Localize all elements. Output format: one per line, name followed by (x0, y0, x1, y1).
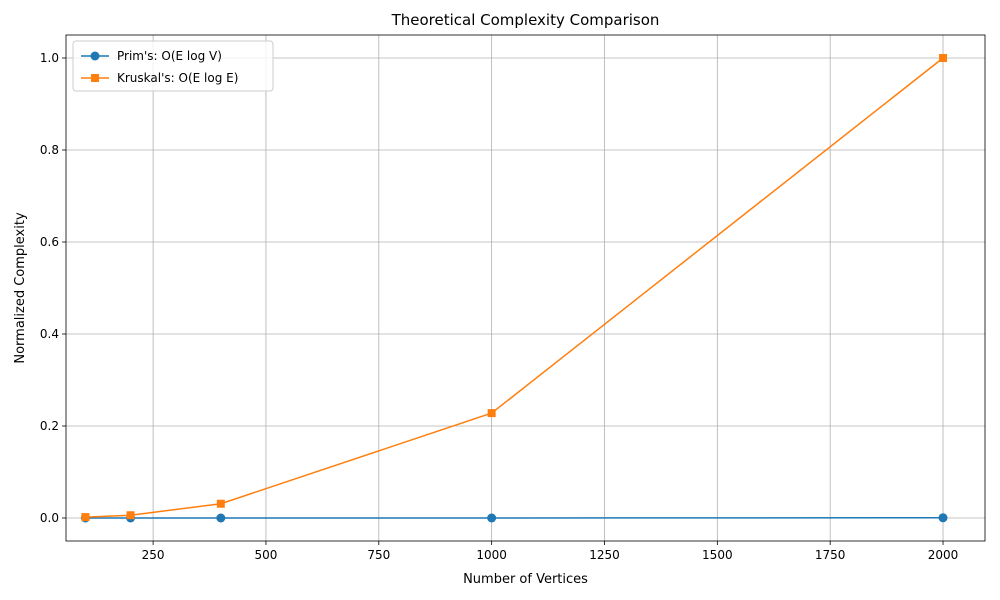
plot-frame (65, 34, 986, 542)
data-point-circle (487, 513, 497, 523)
y-tick-label: 0.8 (40, 143, 59, 157)
x-tick-label: 1750 (815, 548, 846, 562)
series-layer (80, 54, 948, 523)
data-point-circle (938, 513, 948, 523)
data-point-square (81, 513, 90, 522)
y-axis-label: Normalized Complexity (13, 212, 28, 364)
ticks: 250 500 750 1000 1250 1500 1750 2000 0.0 0.2 0.4 0.… (40, 51, 958, 562)
y-tick-label: 0.4 (40, 327, 59, 341)
data-point-square (126, 511, 135, 520)
y-tick-label: 0.6 (40, 235, 59, 249)
data-point-circle (216, 513, 226, 523)
legend-label: Prim's: O(E log V) (117, 49, 222, 63)
y-tick-label: 1.0 (40, 51, 59, 65)
data-point-square (939, 54, 948, 62)
x-tick-label: 1500 (702, 548, 733, 562)
x-tick-label: 1250 (589, 548, 620, 562)
y-tick-label: 0.0 (40, 511, 59, 525)
chart-title: Theoretical Complexity Comparison (391, 11, 660, 29)
legend-box (72, 40, 274, 92)
legend-entry: Prim's: O(E log V) (81, 49, 222, 63)
data-point-square (216, 499, 225, 508)
legend-marker-square (91, 74, 99, 82)
x-tick-label: 2000 (928, 548, 959, 562)
x-tick-label: 1000 (476, 548, 507, 562)
legend-label: Kruskal's: O(E log E) (117, 71, 238, 85)
legend-marker-circle (90, 51, 100, 61)
series-1 (81, 54, 948, 522)
data-point-square (487, 409, 496, 418)
x-axis-label: Number of Vertices (463, 572, 588, 587)
x-tick-label: 750 (367, 548, 390, 562)
x-tick-label: 250 (142, 548, 165, 562)
legend: Prim's: O(E log V) Kruskal's: O(E log E) (72, 40, 274, 92)
legend-entry: Kruskal's: O(E log E) (81, 71, 238, 85)
x-tick-label: 500 (255, 548, 278, 562)
y-tick-label: 0.2 (40, 419, 59, 433)
